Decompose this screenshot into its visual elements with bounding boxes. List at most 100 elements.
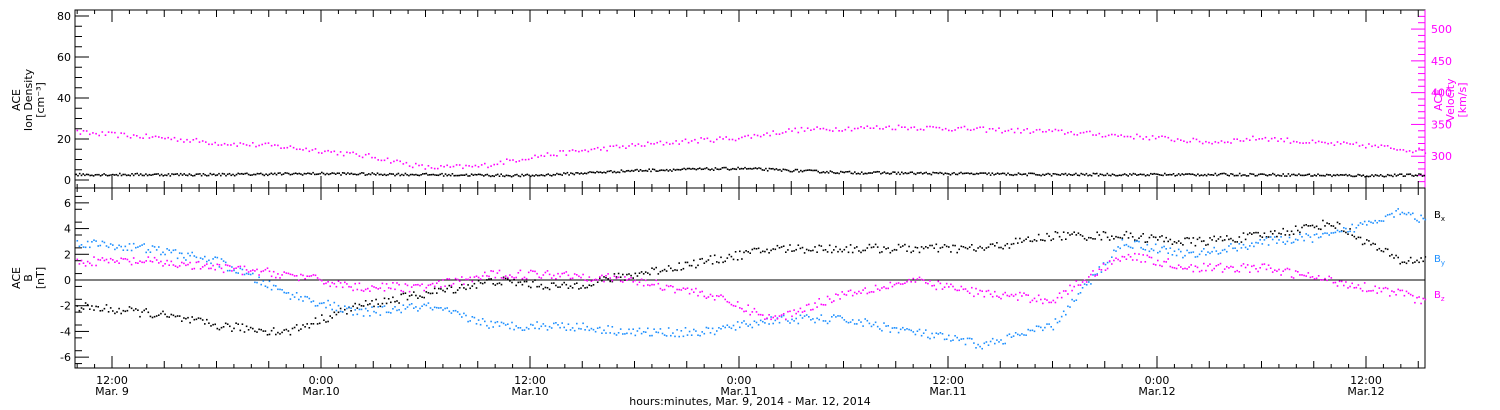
- by-point: [120, 245, 122, 248]
- by-point: [998, 341, 1000, 343]
- bx-point: [413, 291, 415, 293]
- bx-point: [327, 320, 329, 323]
- by-point: [640, 332, 643, 335]
- density-point: [758, 167, 760, 169]
- bx-point: [1060, 239, 1063, 241]
- bx-point: [252, 327, 254, 330]
- density-point: [293, 172, 295, 175]
- velocity-point: [546, 152, 549, 154]
- bx-point: [540, 283, 543, 286]
- bz-point: [952, 285, 954, 288]
- density-point: [129, 174, 131, 177]
- bz-point: [1102, 263, 1105, 265]
- velocity-point: [527, 158, 530, 161]
- bz-point: [849, 289, 852, 292]
- density-point: [951, 172, 954, 175]
- bz-point: [438, 280, 440, 282]
- density-point: [390, 173, 393, 175]
- bz-point: [1108, 260, 1111, 262]
- density-point: [141, 174, 144, 177]
- bz-point: [316, 277, 319, 279]
- bz-point: [254, 270, 256, 272]
- density-point: [1190, 173, 1192, 176]
- by-point: [1397, 208, 1399, 210]
- by-point: [893, 327, 896, 329]
- bx-point: [502, 276, 505, 279]
- bx-point: [973, 249, 975, 251]
- bz-point: [724, 298, 726, 301]
- by-point: [636, 330, 639, 332]
- velocity-point: [1380, 144, 1383, 146]
- density-point: [1404, 175, 1406, 177]
- density-point: [899, 173, 901, 176]
- bz-point: [1014, 293, 1017, 296]
- density-point: [723, 166, 725, 169]
- velocity-point: [1148, 138, 1151, 141]
- bx-point: [567, 287, 570, 289]
- bx-point: [665, 270, 668, 272]
- by-point: [709, 332, 712, 334]
- bx-point: [565, 283, 568, 286]
- bx-point: [525, 280, 528, 283]
- bx-point: [1315, 225, 1318, 228]
- density-point: [608, 170, 610, 173]
- density-point: [395, 173, 398, 176]
- bx-point: [387, 298, 390, 300]
- by-point: [594, 330, 597, 333]
- bx-point: [241, 323, 244, 325]
- velocity-point: [305, 147, 307, 150]
- date-tick-label: Mar.10: [511, 385, 548, 398]
- density-point: [665, 168, 668, 171]
- density-point: [1080, 172, 1082, 175]
- density-point: [571, 172, 574, 175]
- by-point: [1230, 243, 1232, 245]
- density-point: [895, 173, 898, 175]
- density-point: [286, 172, 288, 174]
- velocity-point: [1418, 147, 1420, 150]
- density-point: [982, 172, 985, 174]
- density-point: [253, 173, 255, 176]
- velocity-point: [941, 128, 944, 131]
- by-point: [966, 337, 969, 340]
- bx-point: [1407, 260, 1410, 262]
- bz-point: [287, 272, 290, 275]
- bz-point: [1280, 274, 1282, 276]
- velocity-point: [92, 132, 94, 134]
- velocity-point: [640, 145, 643, 147]
- bx-point: [716, 261, 718, 263]
- velocity-point: [1233, 138, 1235, 140]
- bz-point: [1094, 275, 1096, 277]
- density-point: [961, 172, 964, 175]
- by-point: [1332, 232, 1335, 234]
- density-point: [1198, 174, 1201, 177]
- bz-point: [841, 291, 843, 293]
- bz-point: [751, 311, 754, 313]
- bx-point: [107, 311, 110, 313]
- density-point: [972, 173, 974, 176]
- density-point: [314, 173, 316, 176]
- by-point: [135, 246, 137, 249]
- density-point: [1291, 173, 1293, 176]
- density-point: [970, 172, 973, 175]
- density-point: [1312, 175, 1314, 177]
- bz-point: [1320, 279, 1322, 281]
- bz-point: [191, 268, 193, 270]
- density-point: [418, 174, 421, 177]
- bx-point: [1347, 233, 1349, 235]
- bx-point: [1113, 238, 1115, 240]
- velocity-point: [295, 148, 298, 151]
- bz-point: [1389, 295, 1391, 297]
- bx-point: [1257, 231, 1259, 234]
- bz-point: [872, 291, 875, 293]
- density-point: [564, 172, 567, 175]
- by-point: [199, 257, 202, 259]
- density-point: [698, 167, 701, 169]
- bz-point: [747, 304, 749, 306]
- by-point: [711, 327, 714, 330]
- bz-point: [1409, 293, 1412, 296]
- velocity-point: [897, 124, 900, 127]
- bz-point: [709, 293, 712, 296]
- velocity-point: [1054, 128, 1057, 131]
- velocity-point: [211, 143, 213, 146]
- velocity-point: [1390, 147, 1392, 149]
